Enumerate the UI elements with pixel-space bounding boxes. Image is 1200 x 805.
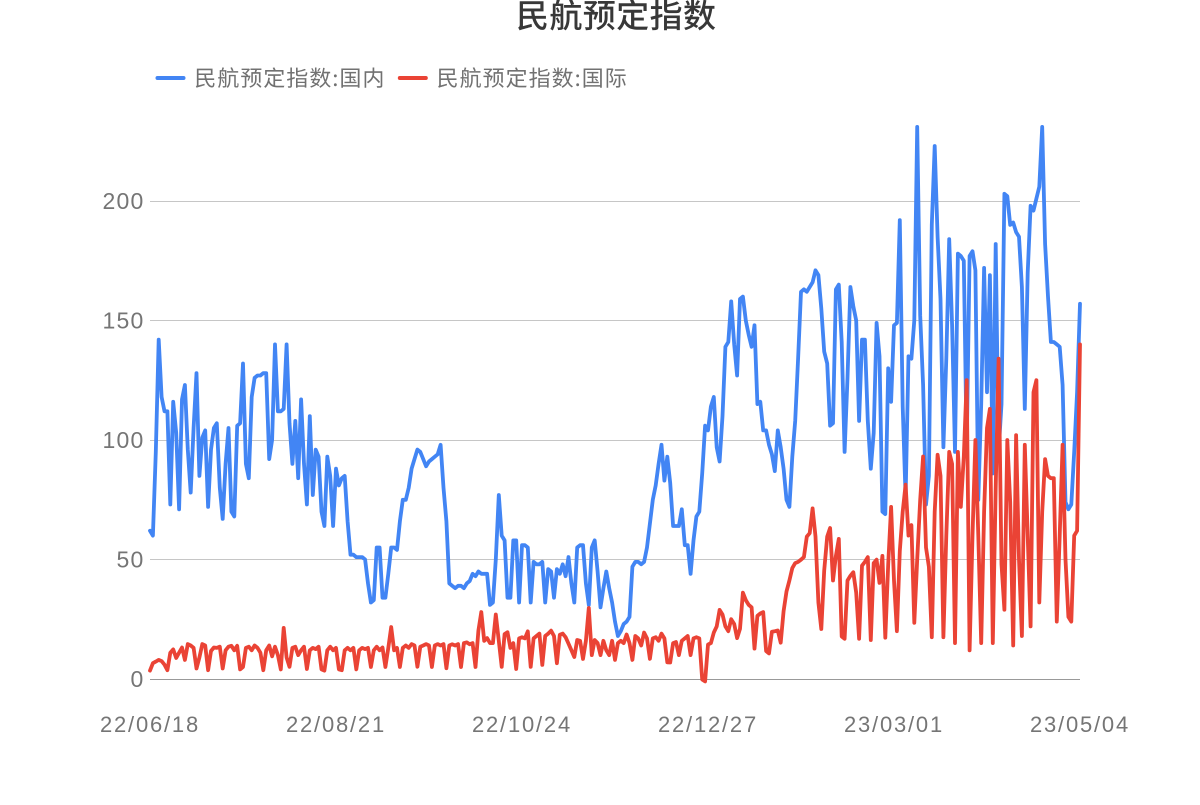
svg-text:150: 150 [103, 308, 145, 334]
svg-text:23/03/01: 23/03/01 [844, 712, 944, 737]
svg-text:22/10/24: 22/10/24 [472, 712, 572, 737]
svg-text:23/05/04: 23/05/04 [1030, 712, 1130, 737]
svg-text:22/08/21: 22/08/21 [286, 712, 386, 737]
svg-text:22/06/18: 22/06/18 [100, 712, 200, 737]
svg-text:200: 200 [103, 188, 145, 214]
svg-text:100: 100 [103, 427, 145, 453]
svg-text:22/12/27: 22/12/27 [658, 712, 758, 737]
svg-text:0: 0 [131, 666, 145, 692]
svg-text:50: 50 [117, 547, 145, 573]
